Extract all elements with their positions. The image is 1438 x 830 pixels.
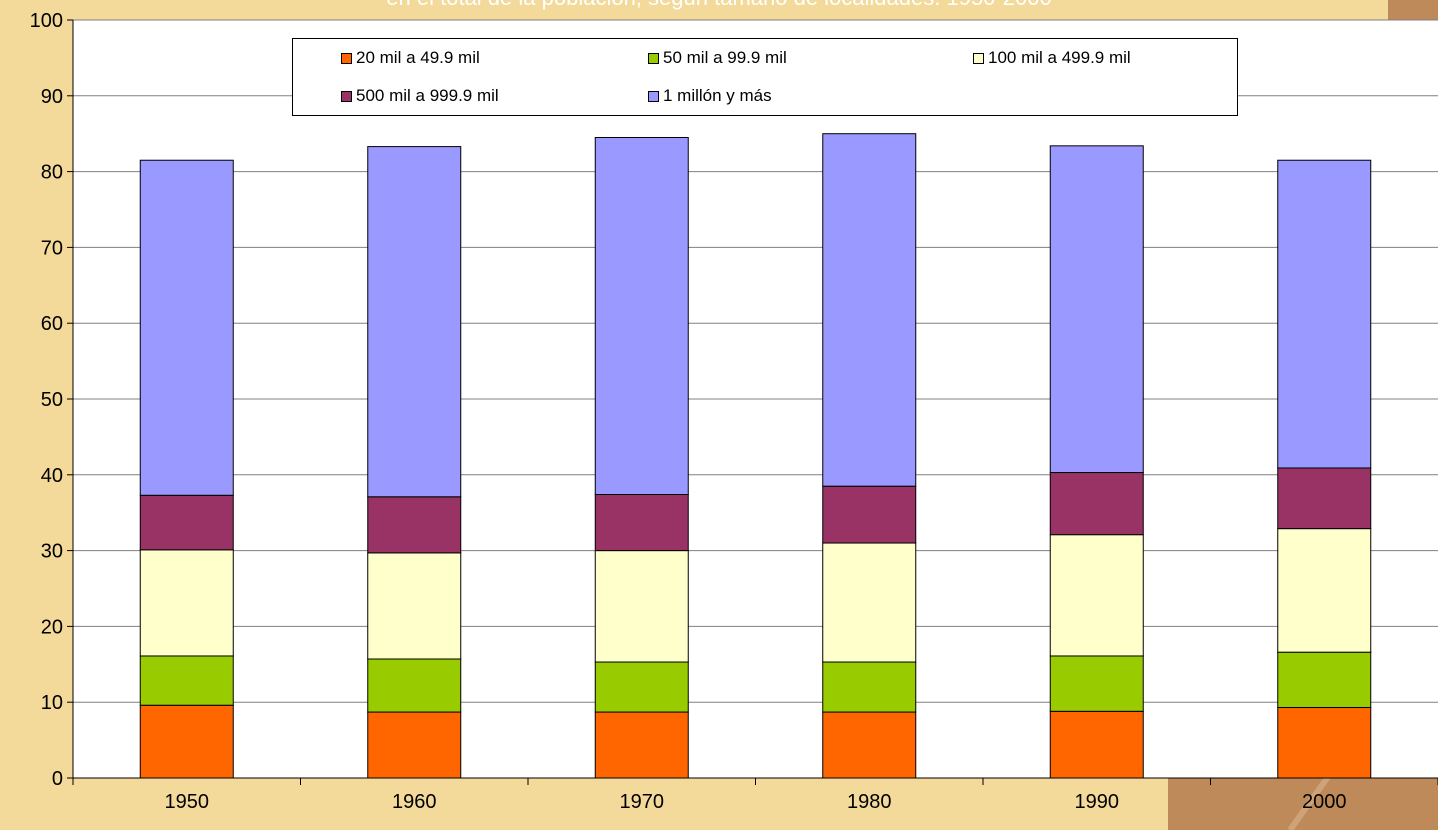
y-tick-label: 10 [41, 692, 63, 714]
bar-segment [367, 711, 462, 779]
x-tick-label: 2000 [1302, 791, 1347, 813]
bar-segment [367, 658, 462, 713]
y-tick-label: 100 [30, 10, 63, 32]
bar-segment [822, 133, 917, 487]
y-tick-label: 40 [41, 465, 63, 487]
y-tick-label: 20 [41, 616, 63, 638]
bar-segment [139, 494, 234, 551]
bar-segment [594, 136, 689, 496]
x-tick-label: 1950 [165, 791, 210, 813]
legend-label: 500 mil a 999.9 mil [356, 86, 499, 105]
bar-segment [822, 485, 917, 544]
bar-segment [594, 494, 689, 552]
bar-segment [822, 711, 917, 779]
y-tick-label: 60 [41, 313, 63, 335]
y-tick-label: 80 [41, 162, 63, 184]
legend-label: 50 mil a 99.9 mil [663, 48, 787, 67]
legend-label: 100 mil a 499.9 mil [988, 48, 1131, 67]
legend-item: 100 mil a 499.9 mil [973, 48, 1131, 68]
bar-segment [1049, 145, 1144, 474]
legend-swatch [973, 52, 984, 64]
bar-segment [1049, 710, 1144, 779]
y-tick-label: 70 [41, 237, 63, 259]
y-tick-label: 90 [41, 86, 63, 108]
y-tick-label: 50 [41, 389, 63, 411]
y-tick-label: 0 [52, 768, 63, 790]
bar-segment [139, 159, 234, 496]
x-tick-label: 1990 [1075, 791, 1120, 813]
bar-segment [139, 704, 234, 779]
x-tick-label: 1980 [847, 791, 892, 813]
bar-segment [594, 661, 689, 713]
bar-segment [1277, 651, 1372, 709]
x-tick-label: 1970 [620, 791, 665, 813]
bar-segment [1277, 467, 1372, 530]
bar-segment [1049, 534, 1144, 657]
y-tick-label: 30 [41, 541, 63, 563]
bar-segment [822, 542, 917, 663]
bar-segment [1277, 707, 1372, 779]
bar-segment [1277, 528, 1372, 653]
bar-segment [139, 549, 234, 657]
bar-segment [822, 661, 917, 713]
legend-item: 500 mil a 999.9 mil [341, 86, 499, 106]
bar-segment [1049, 472, 1144, 536]
legend: 20 mil a 49.9 mil 50 mil a 99.9 mil 100 mi… [292, 38, 1238, 116]
legend-item: 1 millón y más [648, 86, 772, 106]
bar-segment [1277, 159, 1372, 469]
legend-item: 50 mil a 99.9 mil [648, 48, 787, 68]
bar-segment [367, 496, 462, 554]
legend-label: 1 millón y más [663, 86, 772, 105]
x-tick-label: 1960 [392, 791, 437, 813]
bar-segment [1049, 655, 1144, 712]
legend-item: 20 mil a 49.9 mil [341, 48, 480, 68]
bar-segment [139, 655, 234, 706]
legend-swatch [341, 90, 352, 102]
legend-swatch [648, 52, 659, 64]
chart-title: en el total de la población, según tamañ… [0, 0, 1438, 11]
legend-swatch [341, 52, 352, 64]
bar-segment [594, 550, 689, 663]
legend-label: 20 mil a 49.9 mil [356, 48, 480, 67]
legend-swatch [648, 90, 659, 102]
bar-segment [367, 146, 462, 498]
bar-segment [367, 552, 462, 660]
bar-segment [594, 711, 689, 779]
